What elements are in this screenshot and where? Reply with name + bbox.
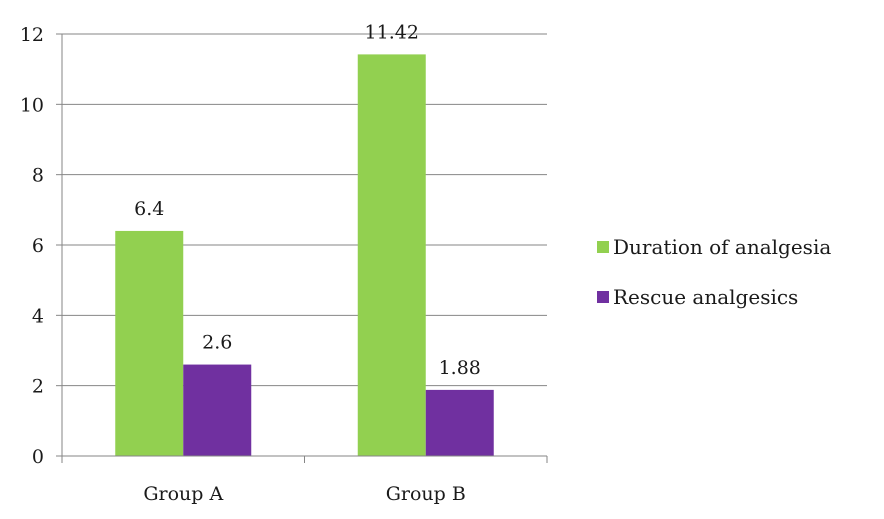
y-tick-label: 8 [32,165,44,187]
y-tick-label: 4 [32,305,44,327]
x-category-label: Group B [386,483,466,505]
y-tick-label: 0 [32,446,44,468]
legend-label: Rescue analgesics [613,285,798,309]
bar [357,54,426,456]
bar [183,364,252,456]
data-label: 11.42 [365,21,419,43]
data-label: 1.88 [439,357,481,379]
bar [115,230,184,456]
bars [115,54,494,456]
data-label: 2.6 [202,332,232,354]
labels: 0 2 4 6 8 10 12 Group A 6.4 2.6 Group B 11.42 1.88 [20,21,481,505]
y-tick-label: 10 [20,94,44,116]
legend-swatch [597,241,609,253]
y-tick-label: 6 [32,235,44,257]
y-tick-label: 2 [32,376,44,398]
bar [425,389,494,456]
legend-label: Duration of analgesia [613,235,831,259]
legend: Duration of analgesia Rescue analgesics [597,235,831,309]
x-category-label: Group A [143,483,223,505]
data-label: 6.4 [134,198,164,220]
axes [56,33,548,463]
legend-swatch [597,291,609,303]
y-tick-label: 12 [20,24,44,46]
